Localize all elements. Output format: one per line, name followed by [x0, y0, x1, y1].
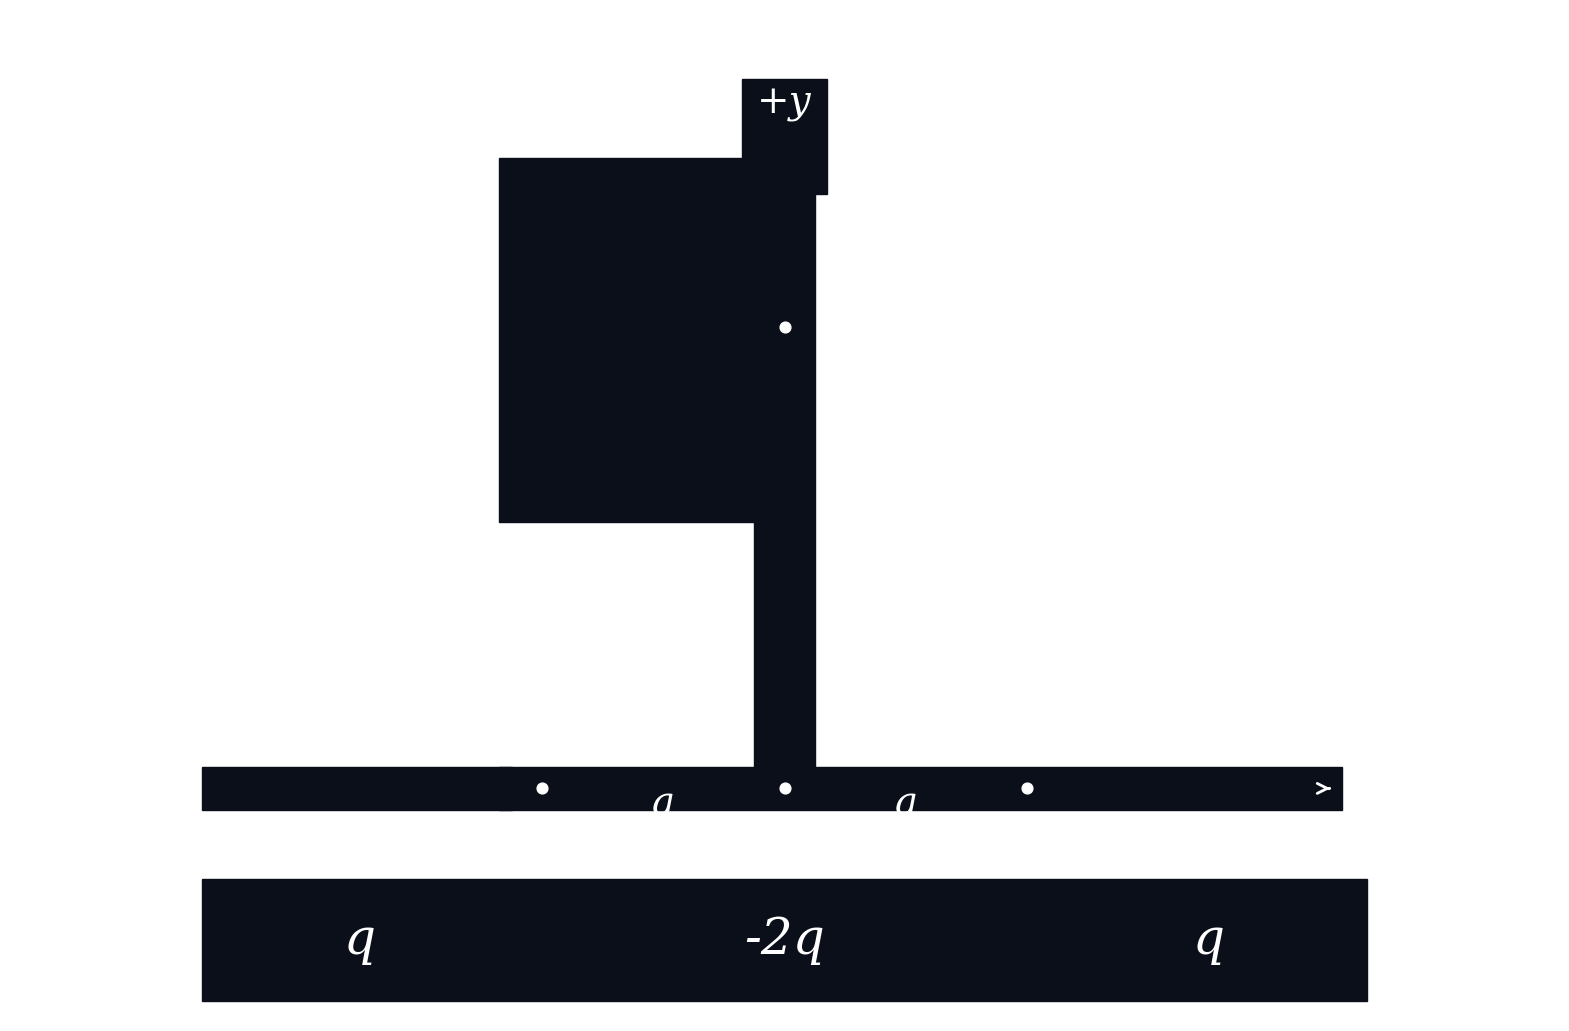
Text: q: q	[1192, 916, 1225, 965]
Bar	[499, 767, 1070, 810]
Text: P: P	[824, 303, 849, 340]
Text: q: q	[344, 916, 377, 965]
Text: +y: +y	[758, 85, 811, 122]
Point	[529, 780, 554, 797]
Bar	[202, 767, 511, 810]
Bar	[755, 122, 814, 795]
Text: a: a	[894, 786, 918, 823]
Text: -2q: -2q	[744, 916, 825, 965]
Bar	[499, 158, 755, 522]
Text: a: a	[651, 786, 675, 823]
Point	[772, 320, 797, 336]
Text: y: y	[824, 539, 846, 576]
Bar	[202, 879, 1367, 1001]
Point	[772, 780, 797, 797]
Point	[1015, 780, 1040, 797]
Bar	[1070, 767, 1343, 810]
Bar	[742, 78, 827, 194]
